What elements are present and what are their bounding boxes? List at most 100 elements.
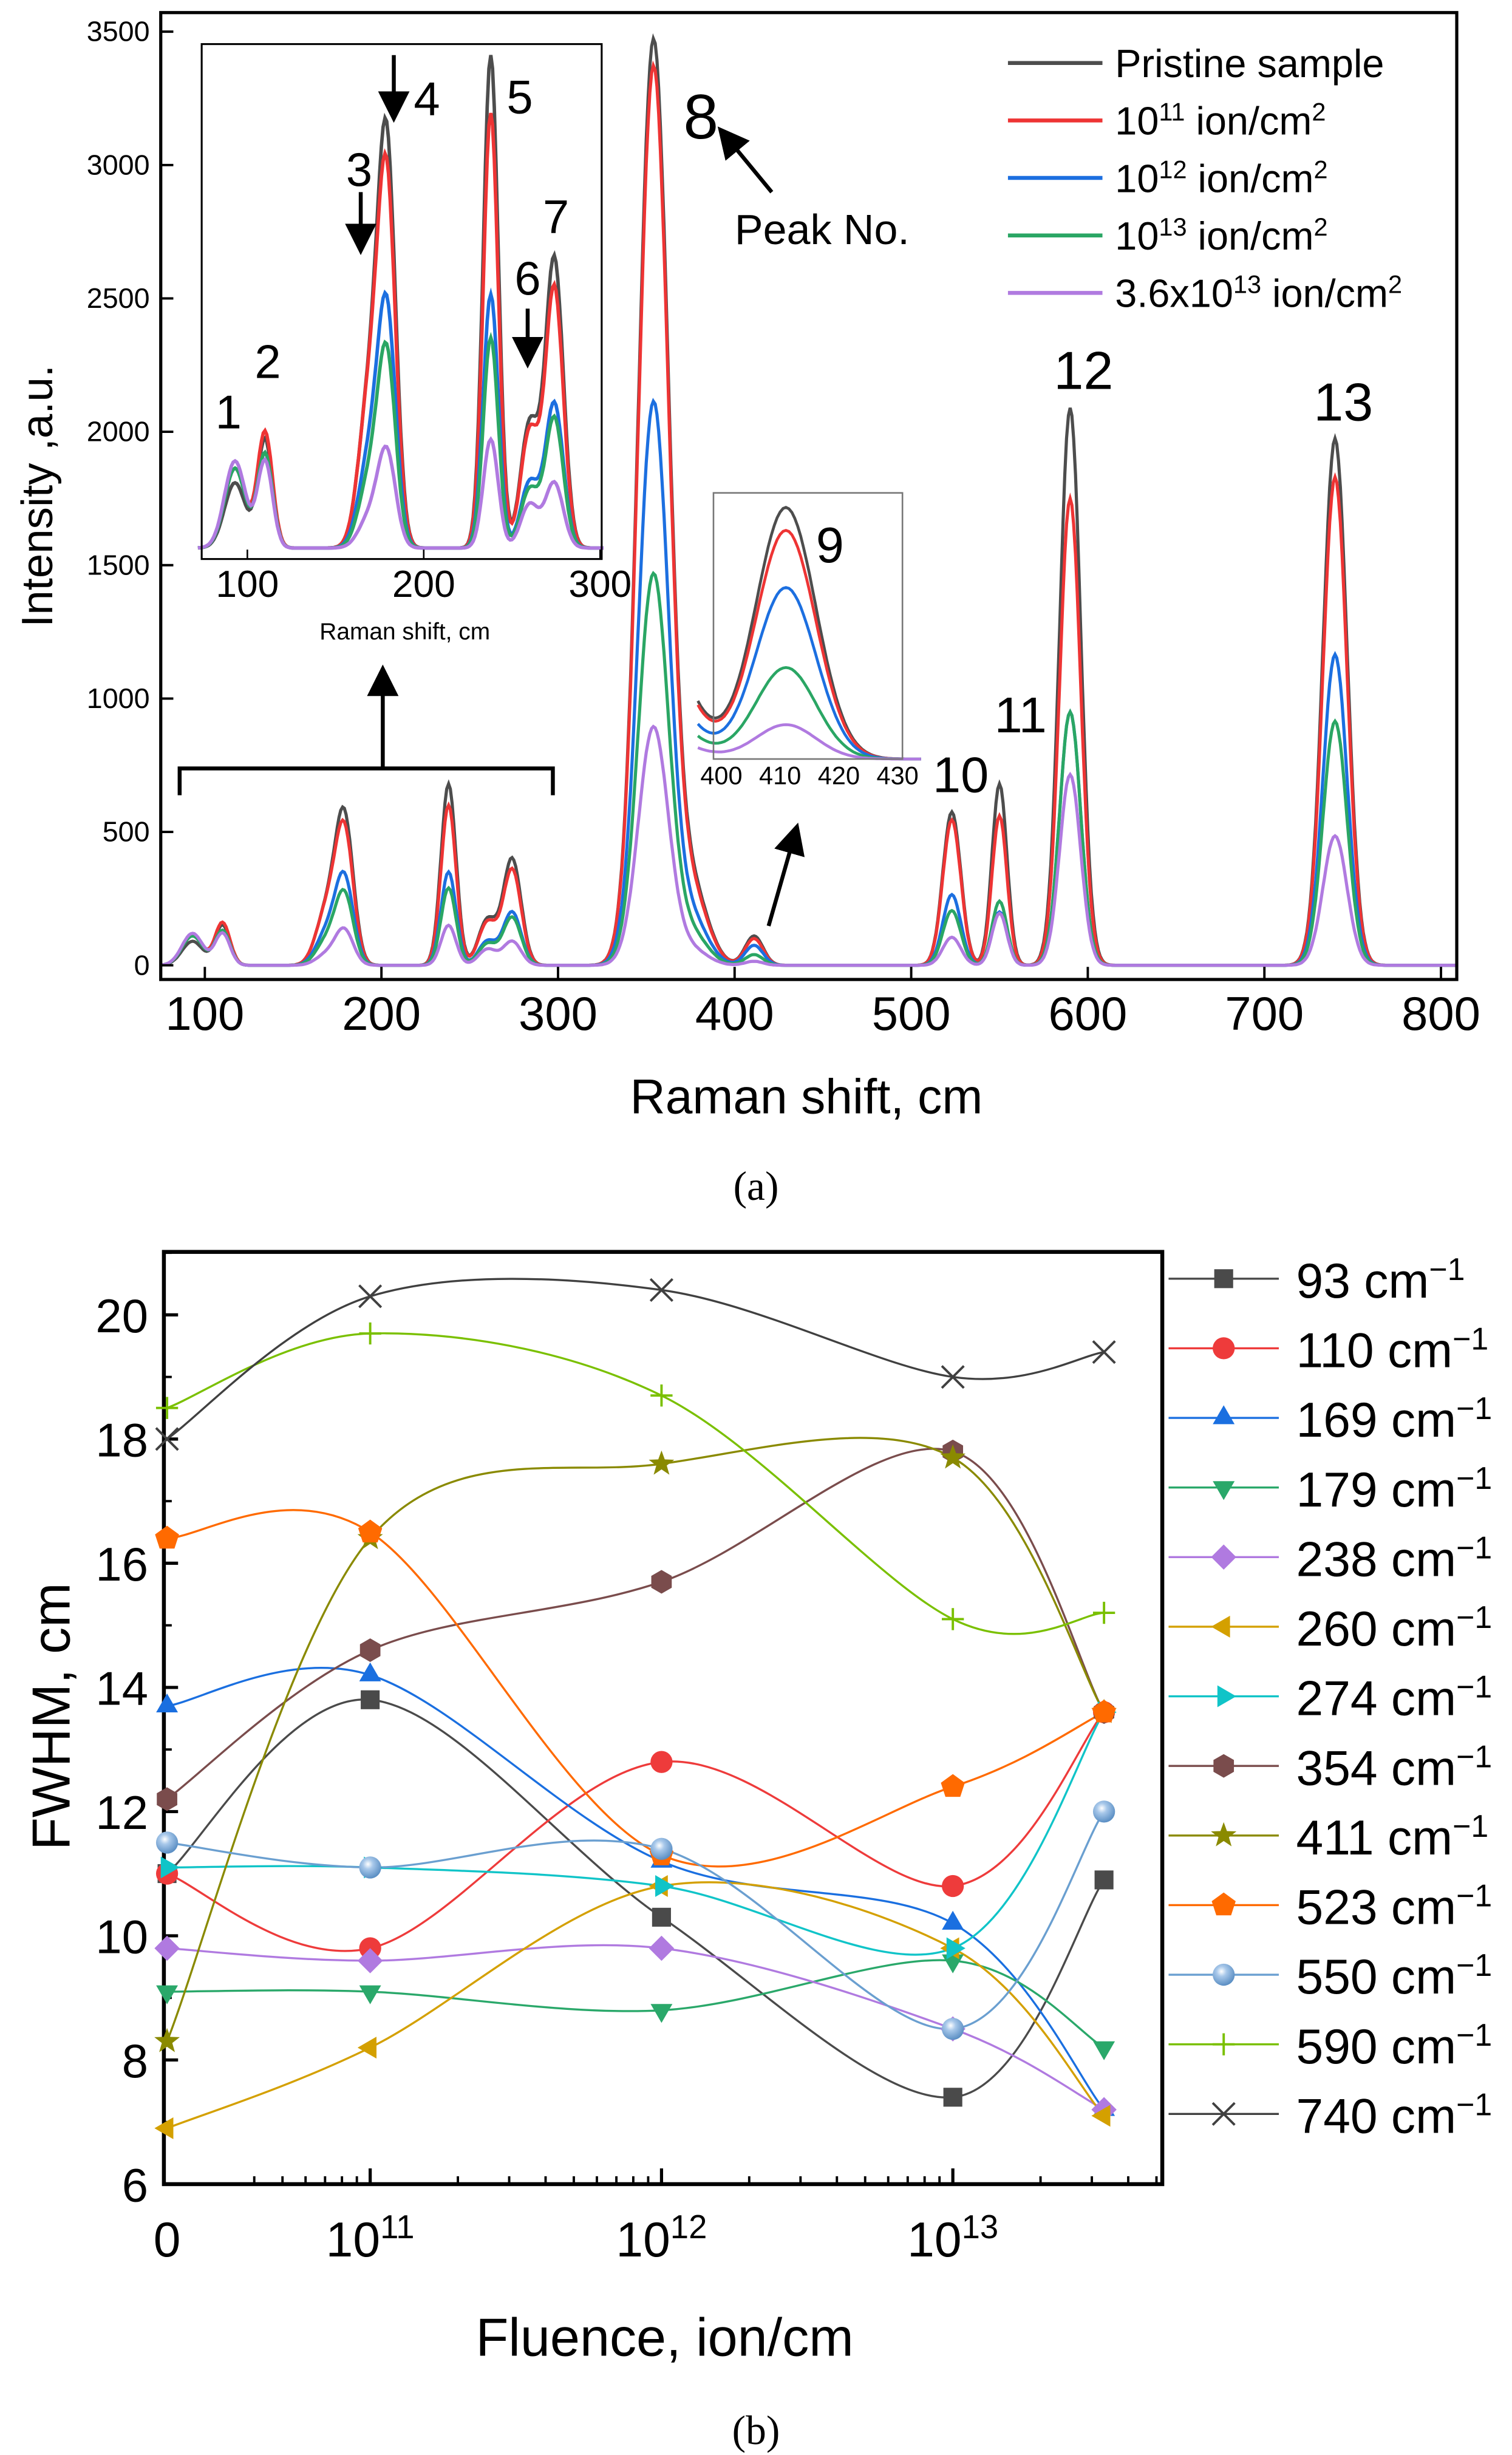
data-point-93 xyxy=(1094,1870,1114,1890)
superscript: 13 xyxy=(1233,270,1261,298)
peak-label-13: 13 xyxy=(1313,372,1373,432)
inset9-frame xyxy=(712,492,904,760)
legend-marker-7 xyxy=(1213,1754,1234,1778)
legend-label-10: 550 cm−1 xyxy=(1296,1947,1493,2004)
data-point-590 xyxy=(650,1384,673,1407)
legend-marker-8 xyxy=(1211,1822,1237,1847)
superscript: −1 xyxy=(1452,1808,1488,1844)
legend-marker-11 xyxy=(1213,2033,1235,2055)
legend-marker-5 xyxy=(1211,1615,1230,1638)
x-tick-label: 1011 xyxy=(326,2208,415,2268)
spectrum-line-4 xyxy=(160,724,1457,967)
legend-marker-1 xyxy=(1213,1337,1235,1360)
superscript: −1 xyxy=(1456,1738,1492,1774)
text-span: 411 cm xyxy=(1296,1811,1453,1865)
x-tick-label: 500 xyxy=(872,988,951,1040)
text-span: 110 cm xyxy=(1296,1324,1453,1378)
data-point-260 xyxy=(1091,2105,1111,2127)
legend-label-4: 3.6x1013 ion/cm2 xyxy=(1115,270,1402,316)
inset-low-freq: 100 200 300 Raman shift, cm xyxy=(197,43,632,645)
superscript: 13 xyxy=(962,2208,999,2246)
data-point-179 xyxy=(156,1985,179,2004)
superscript: 2 xyxy=(1313,213,1327,241)
fwhm-line-740 xyxy=(166,1278,1105,1440)
inset-x-axis-title: Raman shift, cm xyxy=(319,619,490,645)
fwhm-line-110 xyxy=(166,1711,1105,1952)
x-tick-label: 200 xyxy=(342,988,421,1040)
inset-line-1 xyxy=(197,112,604,550)
y-tick-label: 1500 xyxy=(87,549,150,581)
inset-line-4 xyxy=(197,436,604,550)
text-span: 354 cm xyxy=(1296,1741,1457,1796)
panel-label-b: (b) xyxy=(732,2408,780,2453)
inset-x-tick-label: 200 xyxy=(392,564,455,605)
inset-frame xyxy=(200,43,603,560)
fwhm-lines xyxy=(166,1278,1105,2130)
data-point-354 xyxy=(651,1570,672,1594)
text-span: 169 cm xyxy=(1296,1393,1457,1448)
x-tick-label: 800 xyxy=(1401,988,1480,1040)
y-tick-label: 18 xyxy=(95,1414,148,1466)
data-point-169 xyxy=(359,1662,381,1681)
data-point-590 xyxy=(359,1322,381,1345)
text-span: 10 xyxy=(1115,99,1159,143)
legend-label-1: 1011 ion/cm2 xyxy=(1115,97,1326,143)
fwhm-line-354 xyxy=(166,1448,1105,1800)
inset9-x-tick-label: 400 xyxy=(700,761,742,789)
text-span: 0 xyxy=(154,2213,181,2267)
peak-label-4: 4 xyxy=(414,73,440,125)
fwhm-line-274 xyxy=(167,1711,1105,1956)
peak-label-9: 9 xyxy=(816,517,844,573)
superscript: −1 xyxy=(1456,2086,1492,2122)
legend-marker-2 xyxy=(1213,1405,1235,1425)
y-tick-label: 12 xyxy=(95,1787,148,1839)
legend-label-9: 523 cm−1 xyxy=(1296,1878,1493,1935)
text-span: 590 cm xyxy=(1296,2020,1457,2074)
data-point-93 xyxy=(943,2088,962,2107)
y-tick-label: 3000 xyxy=(87,149,150,180)
panel-a: 100 200 300 400 500 600 700 800 0 500 1000 1500 2000… xyxy=(13,11,1480,1124)
data-point-740 xyxy=(155,1427,179,1451)
data-point-590 xyxy=(155,1397,179,1419)
data-point-179 xyxy=(359,1985,381,2004)
peak-label-5: 5 xyxy=(506,72,533,124)
inset9-x-tick-label: 430 xyxy=(877,761,919,789)
annotation-arrow xyxy=(766,822,805,927)
x-axis-title: Fluence, ion/cm xyxy=(475,2307,853,2368)
data-point-590 xyxy=(942,1608,964,1630)
data-point-740 xyxy=(358,1284,383,1309)
data-point-238 xyxy=(649,1935,675,1961)
superscript: −1 xyxy=(1456,1878,1492,1913)
peak-label-10: 10 xyxy=(933,746,989,803)
x-tick-label: 400 xyxy=(695,988,774,1040)
inset-line-3 xyxy=(197,332,604,550)
inset9-x-tick-label: 420 xyxy=(818,761,860,789)
legend-label-4: 238 cm−1 xyxy=(1296,1530,1493,1587)
inset-spectra xyxy=(197,55,604,550)
data-point-274 xyxy=(160,1856,180,1879)
data-point-550 xyxy=(359,1856,381,1879)
superscript: −1 xyxy=(1456,1391,1492,1426)
text-span: Pristine sample xyxy=(1115,41,1384,86)
x-tick-label: 1013 xyxy=(907,2208,998,2268)
y-tick-label: 2000 xyxy=(87,416,150,448)
legend-label-1: 110 cm−1 xyxy=(1296,1321,1489,1378)
peak-label-11: 11 xyxy=(995,687,1047,743)
y-tick-label: 6 xyxy=(122,2159,148,2212)
data-point-550 xyxy=(1092,1800,1115,1823)
legend-marker-3 xyxy=(1213,1481,1235,1500)
data-point-740 xyxy=(649,1278,673,1302)
legend-label-5: 260 cm−1 xyxy=(1296,1599,1493,1657)
data-point-93 xyxy=(361,1690,380,1709)
text-span: ion/cm xyxy=(1187,214,1314,258)
data-point-354 xyxy=(359,1638,381,1662)
legend-marker-6 xyxy=(1217,1685,1236,1708)
data-point-550 xyxy=(155,1831,179,1854)
data-point-740 xyxy=(1092,1340,1116,1364)
fwhm-line-93 xyxy=(166,1698,1105,2099)
superscript: −1 xyxy=(1429,1251,1465,1287)
text-span: 10 xyxy=(326,2213,380,2267)
inset-peak-9: 400 410 420 430 xyxy=(696,492,921,789)
inset-x-tick-label: 300 xyxy=(568,564,632,605)
